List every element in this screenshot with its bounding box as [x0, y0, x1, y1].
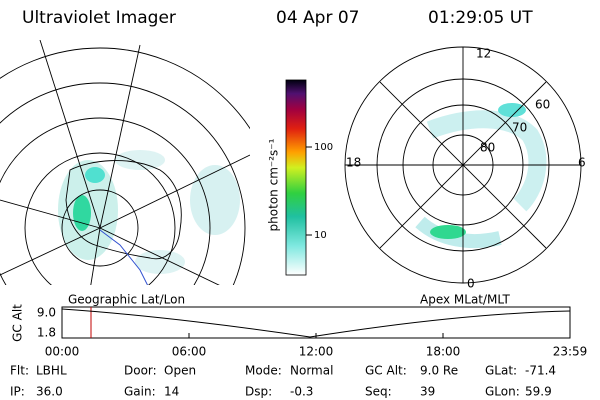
altitude-tick-label: 1.8 — [37, 326, 56, 340]
info-label: Seq: — [365, 385, 392, 399]
info-value: 59.9 — [525, 385, 552, 399]
info-label: Gain: — [124, 385, 156, 399]
info-value: LBHL — [36, 364, 67, 378]
info-label: GLon: — [485, 385, 520, 399]
mlt-label: 12 — [476, 47, 491, 61]
info-value: -71.4 — [525, 364, 556, 378]
info-label: Mode: — [245, 364, 282, 378]
mlat-label: 80 — [480, 141, 495, 155]
info-label: GLat: — [485, 364, 517, 378]
altitude-curve — [61, 308, 571, 338]
info-value: 14 — [164, 385, 179, 399]
info-value: 9.0 Re — [420, 364, 458, 378]
polar-map — [344, 46, 582, 284]
geo-map — [0, 40, 250, 285]
altitude-axis-label: GC Alt — [11, 304, 25, 342]
info-label: IP: — [10, 385, 25, 399]
right-map-label: Apex MLat/MLT — [420, 293, 510, 307]
info-value: 36.0 — [36, 385, 63, 399]
time-tick-label: 06:00 — [172, 345, 207, 359]
colorbar-tick-label: 10 — [314, 230, 327, 241]
time-tick-label: 23:59 — [553, 345, 588, 359]
date: 04 Apr 07 — [276, 8, 359, 28]
mlt-label: 6 — [578, 156, 586, 170]
info-value: 39 — [420, 385, 435, 399]
info-label: Dsp: — [245, 385, 272, 399]
time-tick-label: 00:00 — [45, 345, 80, 359]
title: Ultraviolet Imager — [22, 8, 176, 28]
info-label: GC Alt: — [365, 364, 407, 378]
time-tick-label: 12:00 — [299, 345, 334, 359]
mlt-label: 18 — [346, 156, 361, 170]
colorbar-label: photon cm⁻²s⁻¹ — [267, 138, 281, 231]
color-bar — [285, 79, 307, 276]
info-value: -0.3 — [290, 385, 313, 399]
time-tick-label: 18:00 — [426, 345, 461, 359]
info-value: Normal — [290, 364, 333, 378]
time: 01:29:05 UT — [428, 8, 533, 28]
altitude-tick-label: 9.0 — [37, 306, 56, 320]
info-label: Flt: — [10, 364, 29, 378]
left-map-label: Geographic Lat/Lon — [68, 293, 185, 307]
info-label: Door: — [124, 364, 157, 378]
mlat-label: 70 — [512, 121, 527, 135]
mlat-label: 60 — [535, 98, 550, 112]
info-value: Open — [164, 364, 196, 378]
colorbar-tick-label: 100 — [314, 142, 333, 153]
mlt-label: 0 — [467, 277, 475, 291]
